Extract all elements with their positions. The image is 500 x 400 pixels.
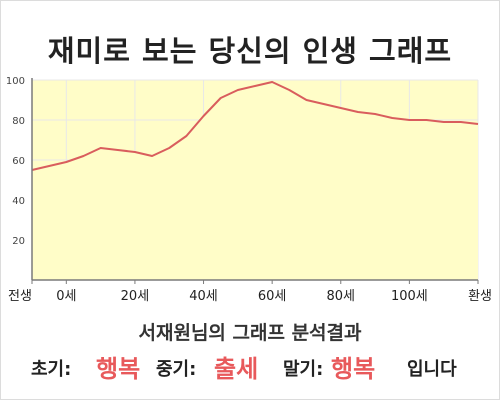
- analysis-result: 초기: 행복 중기: 출세 말기: 행복 입니다: [0, 344, 500, 384]
- x-tick-label: 20세: [121, 289, 150, 304]
- y-tick-label: 20: [12, 236, 25, 247]
- x-tick-label: 환생: [468, 289, 492, 304]
- y-tick-label: 100: [6, 76, 25, 87]
- result-ending: 입니다: [407, 359, 457, 380]
- late-label: 말기:: [283, 359, 324, 380]
- series-line: [31, 81, 479, 171]
- series-area: [32, 82, 478, 280]
- middle-label: 중기:: [156, 359, 197, 380]
- chart-title: 재미로 보는 당신의 인생 그래프: [47, 34, 453, 68]
- x-tick-label: 100세: [391, 289, 428, 304]
- x-tick-label: 40세: [189, 289, 218, 304]
- y-tick-label: 60: [12, 156, 25, 167]
- late-value: 행복: [331, 355, 376, 383]
- early-label: 초기:: [31, 359, 72, 380]
- analysis-subtitle: 서재원님의 그래프 분석결과: [138, 322, 362, 344]
- middle-value: 출세: [214, 355, 259, 383]
- y-tick-label: 80: [12, 116, 25, 127]
- x-tick-label: 0세: [56, 289, 76, 304]
- y-tick-label: 40: [12, 196, 25, 207]
- x-tick-label: 80세: [327, 289, 356, 304]
- x-tick-label: 60세: [258, 289, 287, 304]
- x-tick-label: 전생: [8, 289, 32, 304]
- early-value: 행복: [96, 355, 141, 383]
